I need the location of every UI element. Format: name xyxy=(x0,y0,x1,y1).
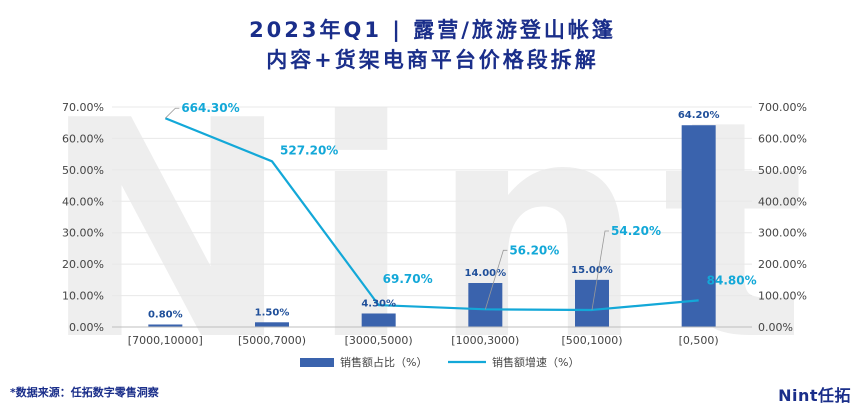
line-value-label: 664.30% xyxy=(181,101,239,115)
legend: 销售额占比（%） 销售额增速（%） xyxy=(300,355,579,369)
chart-title-line-1: 2023年Q1 | 露营/旅游登山帐篷 xyxy=(249,18,616,42)
y-right-tick-label: 100.00% xyxy=(758,290,807,303)
y-left-tick-label: 0.00% xyxy=(69,321,104,334)
growth-line xyxy=(164,117,699,312)
bar-value-label: 14.00% xyxy=(465,268,507,279)
line-value-label: 84.80% xyxy=(707,273,757,287)
bar xyxy=(681,125,716,327)
y-left-tick-label: 20.00% xyxy=(62,258,104,271)
bar xyxy=(575,279,609,327)
y-left-tick-label: 40.00% xyxy=(62,195,104,208)
y-right-tick-label: 0.00% xyxy=(758,321,793,334)
line-value-label: 527.20% xyxy=(280,143,338,157)
bar xyxy=(361,313,396,327)
y-left-tick-label: 10.00% xyxy=(62,290,104,303)
grid-lines xyxy=(112,106,752,297)
leader-line xyxy=(484,249,508,310)
x-tick-label: [1000,3000) xyxy=(451,334,519,347)
x-tick-label: [500,1000) xyxy=(561,334,622,347)
bar-value-label: 64.20% xyxy=(678,110,720,121)
legend-line-label: 销售额增速（%） xyxy=(492,355,579,369)
leader-line xyxy=(165,107,180,119)
axes: 0.00% 10.00% 20.00% 30.00% 40.00% 50.00% 60.00… xyxy=(62,101,807,347)
y-right-tick-label: 400.00% xyxy=(758,195,807,208)
y-left-tick-label: 70.00% xyxy=(62,101,104,114)
y-right-tick-label: 200.00% xyxy=(758,258,807,271)
legend-bar-swatch xyxy=(300,358,334,367)
line-series xyxy=(164,117,699,312)
bar xyxy=(255,322,289,327)
bar-value-label: 15.00% xyxy=(571,265,613,276)
y-left-tick-label: 60.00% xyxy=(62,132,104,145)
x-tick-label: [5000,7000) xyxy=(238,334,306,347)
line-value-label: 69.70% xyxy=(383,272,433,286)
y-right-tick-label: 500.00% xyxy=(758,164,807,177)
y-left-tick-label: 50.00% xyxy=(62,164,104,177)
line-value-label: 56.20% xyxy=(509,243,559,257)
x-tick-label: [7000,10000] xyxy=(128,334,203,347)
x-tick-label: [0,500) xyxy=(679,334,719,347)
bar-value-label: 0.80% xyxy=(148,309,183,320)
line-value-label: 54.20% xyxy=(611,224,661,238)
y-right-tick-label: 700.00% xyxy=(758,101,807,114)
y-left-tick-label: 30.00% xyxy=(62,227,104,240)
x-tick-label: [3000,5000) xyxy=(345,334,413,347)
bar-value-label: 4.30% xyxy=(361,298,396,309)
leader-line xyxy=(591,230,609,311)
legend-bar-label: 销售额占比（%） xyxy=(340,355,427,369)
bar xyxy=(148,324,183,327)
brand-logo: Nint任拓 xyxy=(778,386,851,405)
bar-series xyxy=(148,125,716,327)
data-source-note: *数据来源：任拓数字零售洞察 xyxy=(10,386,159,399)
bar xyxy=(468,283,503,327)
y-right-tick-label: 600.00% xyxy=(758,132,807,145)
bar-value-label: 1.50% xyxy=(255,307,290,318)
y-right-tick-label: 300.00% xyxy=(758,227,807,240)
chart-title-line-2: 内容+货架电商平台价格段拆解 xyxy=(266,48,599,72)
data-labels: 0.80% 1.50% 4.30% 14.00% 15.00% 64.20% 664.30%… xyxy=(148,101,757,320)
